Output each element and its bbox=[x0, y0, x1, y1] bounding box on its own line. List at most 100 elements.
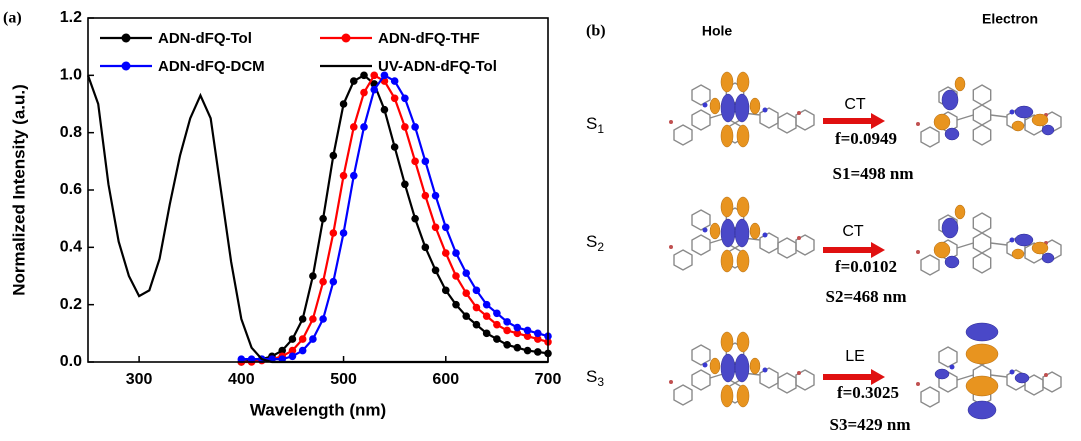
data-point bbox=[473, 287, 481, 295]
transition-type: LE bbox=[845, 348, 865, 365]
data-point bbox=[462, 269, 470, 277]
state-symbol: S bbox=[586, 367, 597, 386]
y-tick-label: 1.0 bbox=[60, 67, 82, 84]
data-point bbox=[422, 244, 430, 252]
data-point bbox=[452, 301, 460, 309]
state-symbol: S bbox=[586, 114, 597, 133]
state-symbol: S bbox=[586, 232, 597, 251]
arrow bbox=[823, 242, 885, 258]
legend-marker bbox=[342, 34, 351, 43]
data-point bbox=[493, 335, 501, 343]
data-point bbox=[401, 94, 409, 102]
data-point bbox=[514, 324, 522, 332]
legend-label: ADN-dFQ-Tol bbox=[158, 30, 252, 47]
data-point bbox=[442, 249, 450, 257]
panel-label: (b) bbox=[586, 23, 606, 40]
state-index: 1 bbox=[597, 122, 604, 136]
figure: (a) Normalized Intensity (a.u.) Waveleng… bbox=[0, 0, 1081, 436]
data-point bbox=[534, 348, 542, 356]
excitation-energy: S3=429 nm bbox=[829, 415, 910, 434]
data-point bbox=[452, 272, 460, 280]
data-point bbox=[309, 335, 317, 343]
panel-label: (a) bbox=[3, 10, 22, 27]
x-axis-label: Wavelength (nm) bbox=[250, 400, 386, 419]
data-point bbox=[289, 352, 297, 360]
data-point bbox=[401, 180, 409, 188]
column-header: Hole bbox=[702, 23, 733, 39]
data-point bbox=[503, 327, 511, 335]
oscillator-strength: f=0.0102 bbox=[835, 257, 897, 276]
data-point bbox=[370, 72, 378, 80]
electron-orbital bbox=[934, 77, 1054, 140]
transition-type: CT bbox=[842, 223, 864, 240]
data-point bbox=[411, 158, 419, 166]
data-point bbox=[360, 72, 368, 80]
state-index: 2 bbox=[597, 240, 604, 254]
data-point bbox=[401, 123, 409, 131]
state-label: S2 bbox=[586, 232, 604, 254]
y-tick-label: 0.4 bbox=[60, 239, 82, 256]
data-point bbox=[360, 123, 368, 131]
data-point bbox=[370, 86, 378, 94]
page: body { margin: 0; width: 1081px; height:… bbox=[0, 0, 1081, 436]
data-point bbox=[350, 172, 358, 180]
data-point bbox=[483, 330, 491, 338]
series-line bbox=[241, 75, 548, 359]
data-point bbox=[462, 289, 470, 297]
data-point bbox=[493, 321, 501, 329]
data-point bbox=[422, 158, 430, 166]
data-point bbox=[309, 272, 317, 280]
state-row: S2 CT f=0.0102 S2=468 nm bbox=[586, 197, 1061, 306]
legend-label: UV-ADN-dFQ-Tol bbox=[378, 58, 497, 75]
body: {"chart_data": {"type": "line", "panel_l… bbox=[0, 0, 1081, 436]
x-tick-label: 400 bbox=[228, 371, 255, 388]
data-point bbox=[432, 192, 440, 200]
data-point bbox=[411, 215, 419, 223]
legend-marker bbox=[122, 34, 131, 43]
state-index: 3 bbox=[597, 375, 604, 389]
x-tick-label: 500 bbox=[330, 371, 357, 388]
data-point bbox=[299, 347, 307, 355]
data-point bbox=[391, 77, 399, 85]
transition-type: CT bbox=[844, 96, 866, 113]
data-point bbox=[514, 344, 522, 352]
data-point bbox=[299, 315, 307, 323]
data-point bbox=[350, 123, 358, 131]
x-tick-label: 700 bbox=[535, 371, 562, 388]
data-point bbox=[319, 278, 327, 286]
series-line bbox=[88, 75, 548, 362]
data-point bbox=[381, 106, 389, 114]
data-point bbox=[340, 100, 348, 108]
data-point bbox=[442, 287, 450, 295]
y-tick-label: 0.2 bbox=[60, 296, 82, 313]
state-label: S3 bbox=[586, 367, 604, 389]
data-point bbox=[330, 229, 338, 237]
data-point bbox=[350, 77, 358, 85]
excitation-energy: S1=498 nm bbox=[832, 164, 913, 183]
y-tick-label: 0.0 bbox=[60, 353, 82, 370]
data-point bbox=[289, 335, 297, 343]
oscillator-strength: f=0.3025 bbox=[837, 383, 899, 402]
data-point bbox=[462, 312, 470, 320]
data-point bbox=[493, 309, 501, 317]
column-header: Electron bbox=[982, 11, 1038, 27]
data-point bbox=[503, 318, 511, 326]
state-label: S1 bbox=[586, 114, 604, 136]
data-point bbox=[360, 89, 368, 97]
data-point bbox=[391, 143, 399, 151]
data-point bbox=[422, 192, 430, 200]
y-tick-label: 0.8 bbox=[60, 124, 82, 141]
data-point bbox=[452, 249, 460, 257]
data-point bbox=[319, 315, 327, 323]
arrow bbox=[823, 113, 885, 129]
data-point bbox=[340, 172, 348, 180]
data-point bbox=[503, 341, 511, 349]
data-point bbox=[330, 278, 338, 286]
data-point bbox=[524, 347, 532, 355]
data-point bbox=[309, 315, 317, 323]
data-point bbox=[340, 229, 348, 237]
data-point bbox=[432, 266, 440, 274]
data-point bbox=[483, 312, 491, 320]
legend-marker bbox=[122, 62, 131, 71]
